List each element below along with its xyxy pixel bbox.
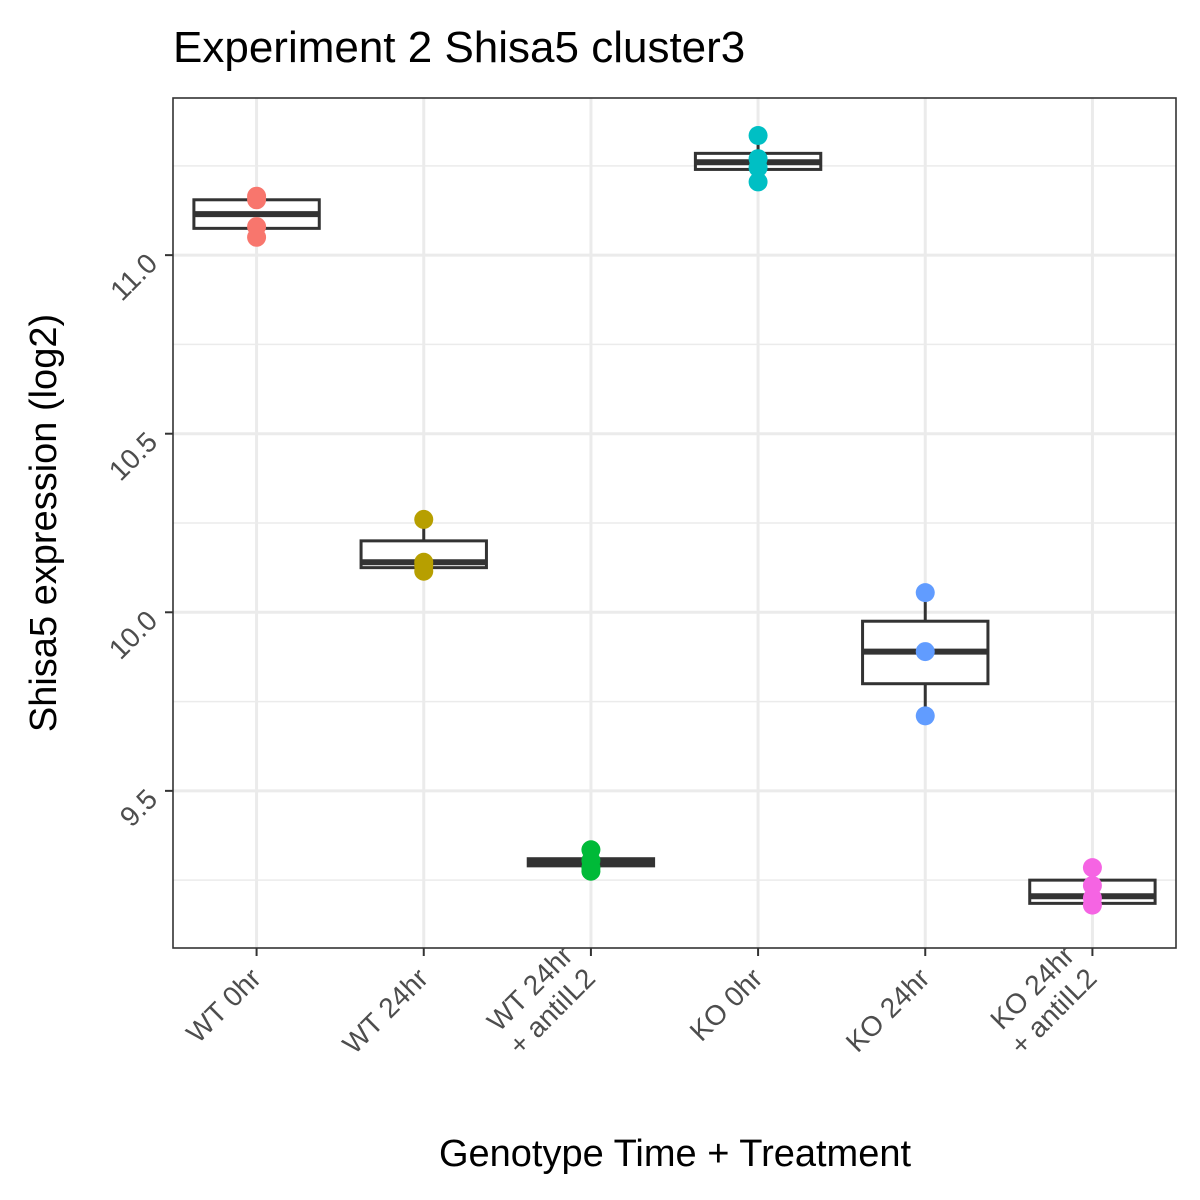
boxplots [192,126,1157,915]
data-point [748,126,768,145]
x-axis-title: Genotype Time + Treatment [439,1133,912,1175]
data-point [414,509,434,529]
boxplot-group [192,186,321,247]
data-point [748,158,768,178]
data-point [748,172,768,192]
data-point [247,227,267,247]
data-point [915,706,935,726]
boxplot-group [693,126,823,192]
boxplot-group [526,840,656,881]
data-point [414,561,434,581]
data-point [915,642,935,662]
y-axis-title: Shisa5 expression (log2) [23,314,65,732]
boxplot-group [359,509,488,581]
boxplot-group [861,583,990,726]
panel-border [172,97,1177,949]
data-point [1082,858,1102,878]
chart-title: Experiment 2 Shisa5 cluster3 [173,23,745,72]
minor-gridlines [173,165,1176,881]
data-point [1082,895,1102,915]
data-point [581,861,601,881]
data-point [247,190,267,210]
data-point [915,583,935,603]
boxplot-group [1028,858,1157,915]
